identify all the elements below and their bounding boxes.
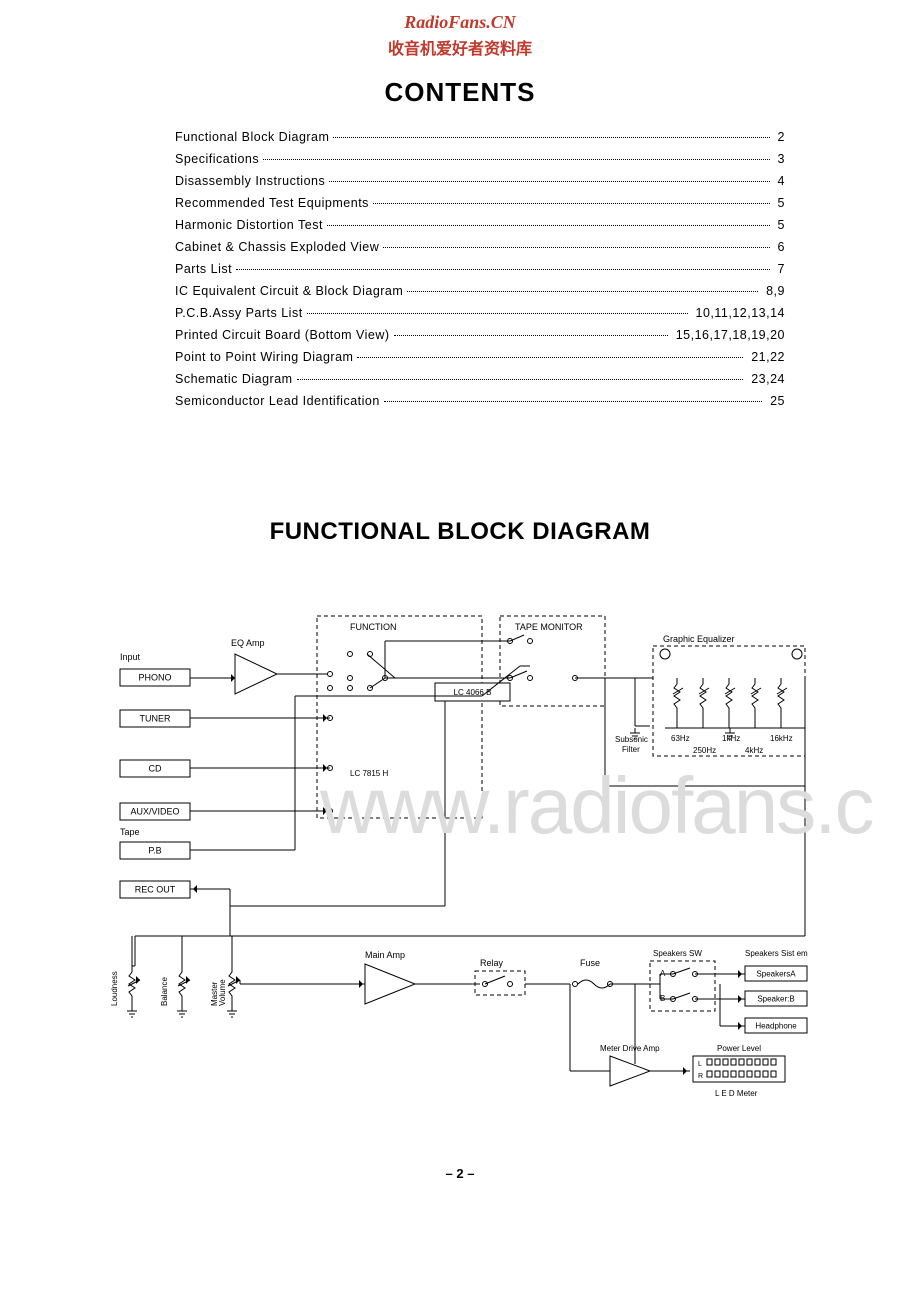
svg-text:R: R — [698, 1073, 703, 1080]
svg-text:Input: Input — [120, 652, 141, 662]
svg-text:FUNCTION: FUNCTION — [350, 622, 397, 632]
functional-block-diagram: Input PHONO TUNER CD AUX/VIDEO P.B REC OUT Tape… — [105, 606, 820, 1136]
toc-dots — [327, 225, 770, 226]
toc-row: Recommended Test Equipments 5 — [175, 196, 785, 210]
toc-page: 15,16,17,18,19,20 — [672, 328, 785, 342]
toc-row: IC Equivalent Circuit & Block Diagram 8,9 — [175, 284, 785, 298]
toc-label: Harmonic Distortion Test — [175, 218, 323, 232]
toc-row: Parts List 7 — [175, 262, 785, 276]
toc-page: 23,24 — [747, 372, 785, 386]
svg-text:TAPE MONITOR: TAPE MONITOR — [515, 622, 583, 632]
page-number: – 2 – — [0, 1166, 920, 1181]
svg-text:PHONO: PHONO — [138, 673, 171, 683]
toc-dots — [236, 269, 769, 270]
svg-text:Balance: Balance — [160, 977, 169, 1006]
block-diagram-heading: FUNCTIONAL BLOCK DIAGRAM — [0, 518, 920, 546]
toc-row: Functional Block Diagram 2 — [175, 130, 785, 144]
toc-page: 10,11,12,13,14 — [692, 306, 785, 320]
toc-label: Specifications — [175, 152, 259, 166]
svg-text:Power Level: Power Level — [717, 1044, 761, 1053]
svg-text:L E D Meter: L E D Meter — [715, 1089, 758, 1098]
toc-label: Cabinet & Chassis Exploded View — [175, 240, 379, 254]
toc-label: Recommended Test Equipments — [175, 196, 369, 210]
toc-page: 25 — [766, 394, 785, 408]
toc-page: 3 — [774, 152, 785, 166]
toc-row: Printed Circuit Board (Bottom View) 15,16… — [175, 328, 785, 342]
toc-dots — [383, 247, 769, 248]
toc-row: P.C.B.Assy Parts List 10,11,12,13,14 — [175, 306, 785, 320]
svg-text:63Hz: 63Hz — [671, 734, 690, 743]
svg-text:Meter Drive Amp: Meter Drive Amp — [600, 1044, 660, 1053]
toc-row: Cabinet & Chassis Exploded View 6 — [175, 240, 785, 254]
toc-label: Disassembly Instructions — [175, 174, 325, 188]
svg-text:Loudness: Loudness — [110, 971, 119, 1006]
svg-text:Tape: Tape — [120, 827, 140, 837]
toc-row: Point to Point Wiring Diagram 21,22 — [175, 350, 785, 364]
toc-dots — [407, 291, 758, 292]
svg-text:CD: CD — [149, 764, 162, 774]
toc-page: 8,9 — [762, 284, 785, 298]
toc-page: 4 — [774, 174, 785, 188]
toc-label: Point to Point Wiring Diagram — [175, 350, 353, 364]
svg-text:Filter: Filter — [622, 745, 640, 754]
svg-text:Relay: Relay — [480, 958, 504, 968]
svg-text:250Hz: 250Hz — [693, 746, 716, 755]
table-of-contents: Functional Block Diagram 2 Specifications 3… — [175, 130, 785, 408]
svg-text:Volume: Volume — [218, 979, 227, 1006]
background-watermark: www.radiofans.c — [320, 760, 920, 852]
toc-page: 21,22 — [747, 350, 785, 364]
toc-page: 5 — [774, 196, 785, 210]
svg-text:Main Amp: Main Amp — [365, 950, 405, 960]
toc-label: P.C.B.Assy Parts List — [175, 306, 303, 320]
toc-label: Printed Circuit Board (Bottom View) — [175, 328, 390, 342]
svg-text:4kHz: 4kHz — [745, 746, 763, 755]
svg-text:REC OUT: REC OUT — [135, 885, 176, 895]
toc-dots — [357, 357, 743, 358]
toc-label: Schematic Diagram — [175, 372, 293, 386]
toc-row: Specifications 3 — [175, 152, 785, 166]
svg-text:Graphic Equalizer: Graphic Equalizer — [663, 634, 735, 644]
toc-label: Semiconductor Lead Identification — [175, 394, 380, 408]
toc-page: 2 — [774, 130, 785, 144]
toc-page: 5 — [774, 218, 785, 232]
svg-text:AUX/VIDEO: AUX/VIDEO — [130, 807, 179, 817]
toc-label: Parts List — [175, 262, 232, 276]
watermark-url: RadioFans.CN — [0, 12, 920, 33]
svg-text:Subsonic: Subsonic — [615, 735, 648, 744]
svg-text:1kHz: 1kHz — [722, 734, 740, 743]
toc-dots — [384, 401, 762, 402]
svg-text:Speaker:B: Speaker:B — [757, 995, 794, 1004]
toc-row: Semiconductor Lead Identification 25 — [175, 394, 785, 408]
toc-dots — [307, 313, 688, 314]
toc-page: 7 — [774, 262, 785, 276]
svg-text:EQ Amp: EQ Amp — [231, 638, 265, 648]
toc-dots — [394, 335, 668, 336]
svg-text:16kHz: 16kHz — [770, 734, 793, 743]
toc-dots — [373, 203, 770, 204]
toc-label: IC Equivalent Circuit & Block Diagram — [175, 284, 403, 298]
svg-text:P.B: P.B — [148, 846, 161, 856]
watermark-cn: 收音机爱好者资料库 — [0, 35, 920, 59]
toc-dots — [329, 181, 769, 182]
svg-text:Headphone: Headphone — [755, 1022, 797, 1031]
svg-text:TUNER: TUNER — [140, 714, 171, 724]
svg-text:L: L — [698, 1061, 702, 1068]
toc-row: Disassembly Instructions 4 — [175, 174, 785, 188]
toc-dots — [333, 137, 769, 138]
svg-text:Fuse: Fuse — [580, 958, 600, 968]
contents-heading: CONTENTS — [0, 77, 920, 108]
toc-row: Harmonic Distortion Test 5 — [175, 218, 785, 232]
toc-label: Functional Block Diagram — [175, 130, 329, 144]
toc-dots — [297, 379, 744, 380]
toc-dots — [263, 159, 769, 160]
svg-text:Speakers Sist em: Speakers Sist em — [745, 949, 808, 958]
toc-row: Schematic Diagram 23,24 — [175, 372, 785, 386]
toc-page: 6 — [774, 240, 785, 254]
svg-text:SpeakersA: SpeakersA — [756, 970, 796, 979]
svg-text:Speakers SW: Speakers SW — [653, 949, 702, 958]
